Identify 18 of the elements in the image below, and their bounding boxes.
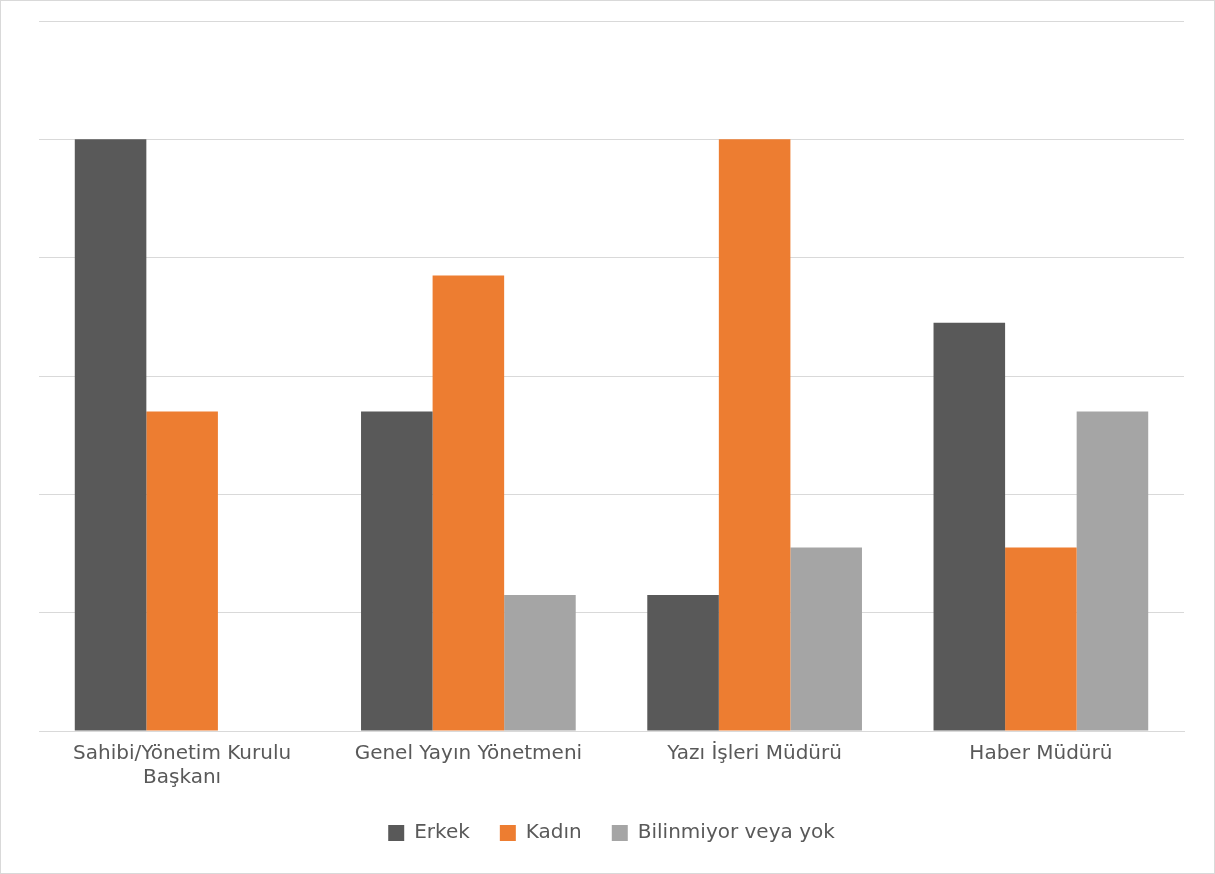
bar — [647, 594, 719, 731]
x-tick-label: Haber Müdürü — [969, 740, 1113, 765]
bar — [504, 594, 576, 731]
x-tick-label: Genel Yayın Yönetmeni — [354, 740, 583, 765]
x-tick-label: Sahibi/Yönetim Kurulu Başkanı — [73, 740, 292, 789]
bar — [1005, 547, 1077, 731]
x-tick-label: Yazı İşleri Müdürü — [666, 740, 842, 765]
bar — [1076, 411, 1149, 731]
legend-label: Bilinmiyor veya yok — [637, 819, 836, 844]
bar — [933, 322, 1006, 731]
bar — [361, 411, 433, 731]
legend-label: Erkek — [414, 819, 471, 844]
legend-label: Kadın — [525, 819, 582, 844]
bar — [74, 139, 147, 731]
bar — [790, 547, 862, 731]
bar — [718, 139, 791, 731]
bar — [432, 275, 505, 731]
bar — [146, 411, 218, 731]
